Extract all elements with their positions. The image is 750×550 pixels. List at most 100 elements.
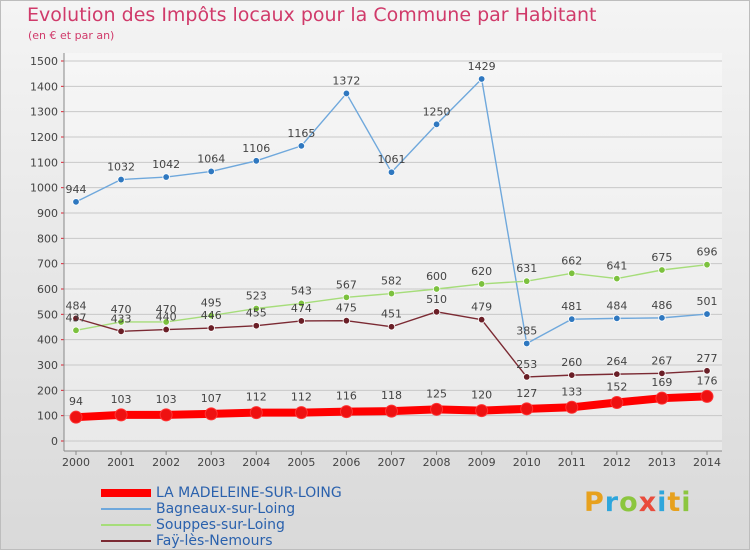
legend-label: Bagneaux-sur-Loing xyxy=(156,501,296,517)
data-point xyxy=(565,400,579,414)
data-label: 1064 xyxy=(197,152,225,165)
data-label: 125 xyxy=(426,387,447,400)
data-point xyxy=(658,369,666,378)
data-point xyxy=(523,373,531,381)
data-point xyxy=(477,280,486,288)
data-label: 675 xyxy=(651,251,672,264)
x-tick-label: 2001 xyxy=(107,456,135,469)
data-label: 94 xyxy=(69,395,83,408)
data-point xyxy=(613,370,621,378)
data-point xyxy=(523,277,531,285)
data-label: 107 xyxy=(201,392,222,405)
data-label: 600 xyxy=(426,270,447,283)
data-point xyxy=(387,168,396,176)
data-point xyxy=(568,269,576,277)
y-tick-label: 200 xyxy=(37,384,58,397)
y-tick-label: 1300 xyxy=(30,106,58,119)
data-point xyxy=(252,322,260,330)
y-tick-label: 300 xyxy=(37,359,58,372)
data-label: 481 xyxy=(561,300,582,313)
legend-label: LA MADELEINE-SUR-LOING xyxy=(156,485,342,501)
data-label: 127 xyxy=(516,387,537,400)
data-label: 662 xyxy=(561,254,582,267)
y-tick-label: 600 xyxy=(37,283,58,296)
data-point xyxy=(297,299,306,308)
data-point xyxy=(658,314,666,322)
data-label: 118 xyxy=(381,389,402,402)
data-point xyxy=(117,175,125,184)
data-point xyxy=(613,314,621,323)
data-label: 116 xyxy=(336,390,357,403)
data-point xyxy=(252,304,260,313)
data-point xyxy=(520,402,534,416)
data-label: 641 xyxy=(606,260,627,273)
data-label: 176 xyxy=(697,374,718,387)
data-point xyxy=(658,266,666,274)
data-label: 474 xyxy=(291,302,312,315)
data-point xyxy=(252,157,260,165)
data-point xyxy=(114,408,128,422)
data-label: 1250 xyxy=(423,105,451,118)
data-point xyxy=(297,142,306,150)
data-point xyxy=(297,317,306,325)
x-tick-label: 2012 xyxy=(603,456,631,469)
data-label: 103 xyxy=(111,393,132,406)
x-tick-label: 2010 xyxy=(513,456,541,469)
data-label: 1165 xyxy=(287,127,315,140)
data-label: 944 xyxy=(66,183,87,196)
data-label: 479 xyxy=(471,301,492,314)
data-point xyxy=(523,339,531,348)
data-point xyxy=(72,326,80,334)
data-point xyxy=(432,285,441,293)
data-label: 1429 xyxy=(468,60,496,73)
x-tick-label: 2005 xyxy=(287,456,315,469)
legend-swatch xyxy=(101,508,151,510)
data-point xyxy=(72,314,80,323)
data-label: 112 xyxy=(246,391,267,404)
data-point xyxy=(204,407,218,421)
data-label: 470 xyxy=(156,303,177,316)
data-point xyxy=(655,391,669,405)
data-point xyxy=(72,198,80,206)
data-label: 631 xyxy=(516,262,537,275)
data-label: 475 xyxy=(336,302,357,315)
y-tick-label: 1000 xyxy=(30,182,58,195)
x-tick-label: 2009 xyxy=(468,456,496,469)
data-label: 501 xyxy=(697,295,718,308)
y-tick-label: 700 xyxy=(37,258,58,271)
data-label: 253 xyxy=(516,358,537,371)
data-point xyxy=(610,395,624,409)
data-point xyxy=(69,410,83,424)
data-point xyxy=(117,318,125,326)
data-point xyxy=(387,323,396,331)
data-label: 264 xyxy=(606,355,627,368)
legend-swatch xyxy=(101,524,151,526)
data-label: 260 xyxy=(561,356,582,369)
data-label: 152 xyxy=(606,380,627,393)
data-label: 1032 xyxy=(107,161,135,174)
data-label: 1061 xyxy=(378,153,406,166)
x-tick-label: 2011 xyxy=(558,456,586,469)
y-tick-label: 500 xyxy=(37,308,58,321)
y-tick-label: 1500 xyxy=(30,55,58,68)
x-tick-label: 2003 xyxy=(197,456,225,469)
x-tick-label: 2000 xyxy=(62,456,90,469)
chart-subtitle: (en € et par an) xyxy=(28,29,115,42)
legend-label: Faÿ-lès-Nemours xyxy=(156,533,273,549)
x-tick-label: 2014 xyxy=(693,456,721,469)
data-label: 267 xyxy=(651,354,672,367)
data-point xyxy=(162,325,170,334)
data-point xyxy=(342,89,351,98)
data-point xyxy=(207,324,215,332)
y-tick-label: 1100 xyxy=(30,156,58,169)
data-point xyxy=(342,316,351,325)
data-point xyxy=(703,310,711,318)
data-point xyxy=(475,404,489,418)
data-label: 440 xyxy=(156,311,177,324)
data-label: 385 xyxy=(516,324,537,337)
x-tick-label: 2004 xyxy=(242,456,270,469)
data-point xyxy=(703,260,711,269)
data-label: 543 xyxy=(291,284,312,297)
x-tick-label: 2007 xyxy=(378,456,406,469)
